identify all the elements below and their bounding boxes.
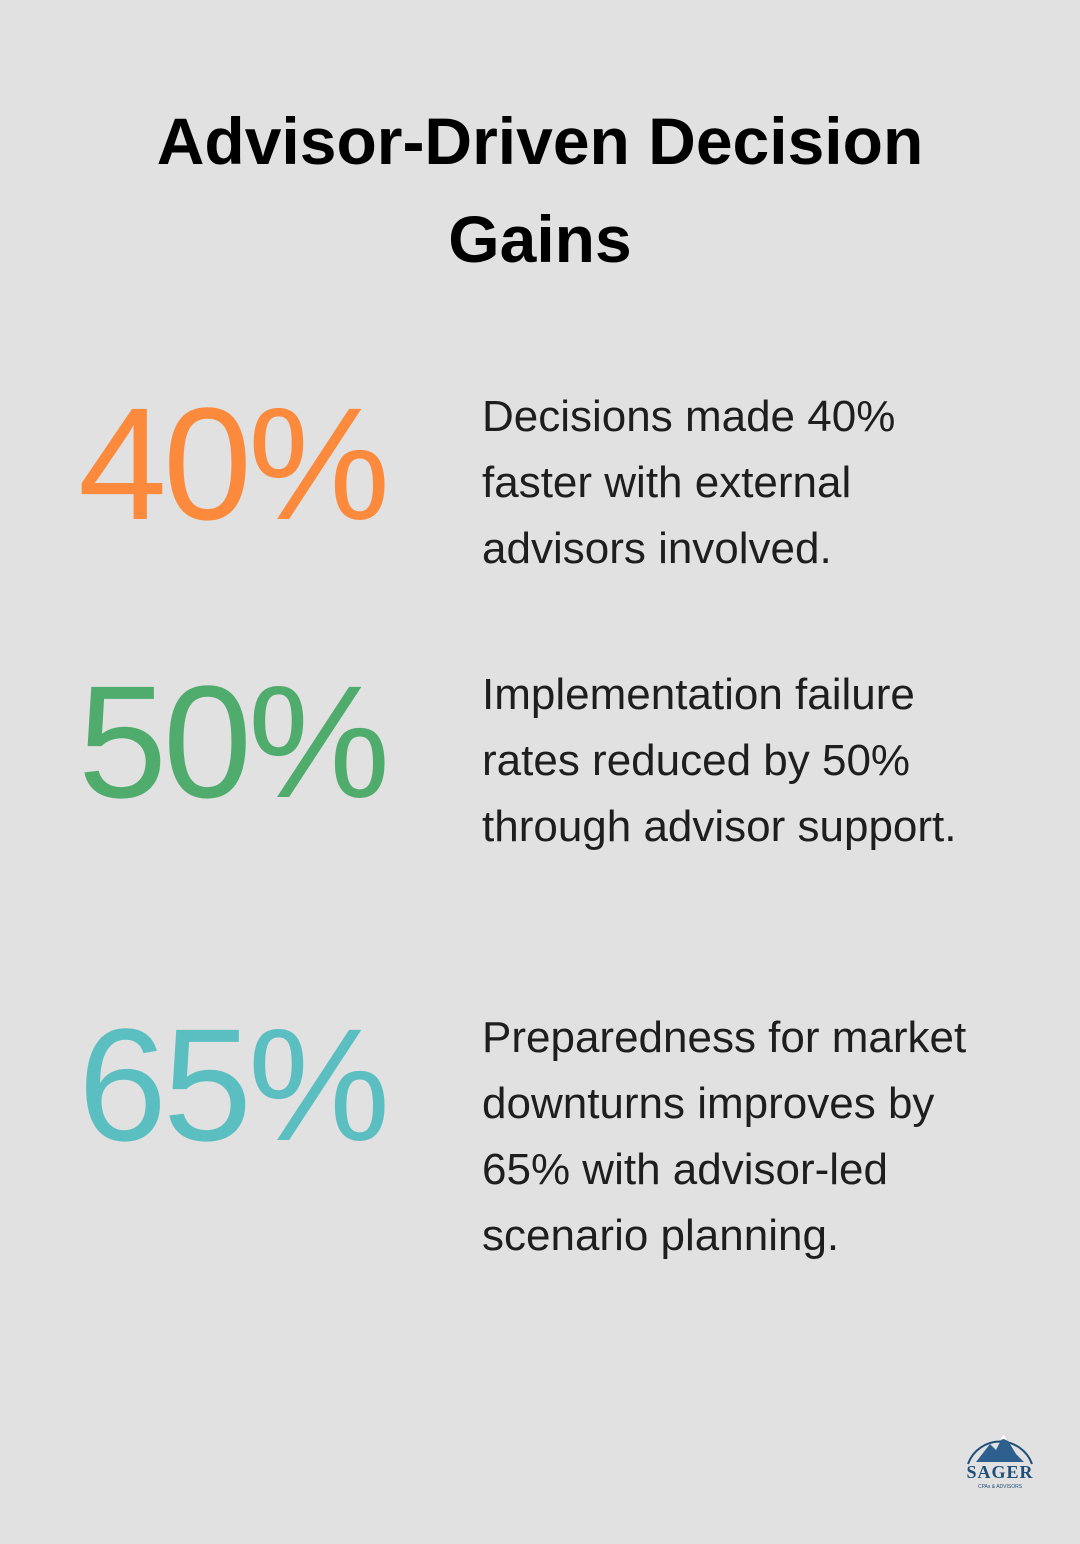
logo-mountain (976, 1434, 1024, 1462)
logo-name: SAGER (966, 1462, 1033, 1482)
stat-description: Implementation failure rates reduced by … (482, 670, 957, 851)
logo-tagline: CPAs & ADVISORS (978, 1484, 1023, 1490)
stat-value: 40% (78, 374, 390, 553)
logo: SAGER CPAs & ADVISORS (966, 1434, 1033, 1490)
logo-arc (967, 1440, 1033, 1465)
stat-value: 50% (78, 652, 390, 831)
stat-description: Decisions made 40% faster with external … (482, 392, 896, 573)
title: Advisor-Driven Decision Gains (156, 104, 924, 276)
logo-snow (1000, 1434, 1008, 1441)
stat-description: Preparedness for market downturns improv… (482, 1013, 967, 1260)
stat-value: 65% (78, 995, 390, 1174)
